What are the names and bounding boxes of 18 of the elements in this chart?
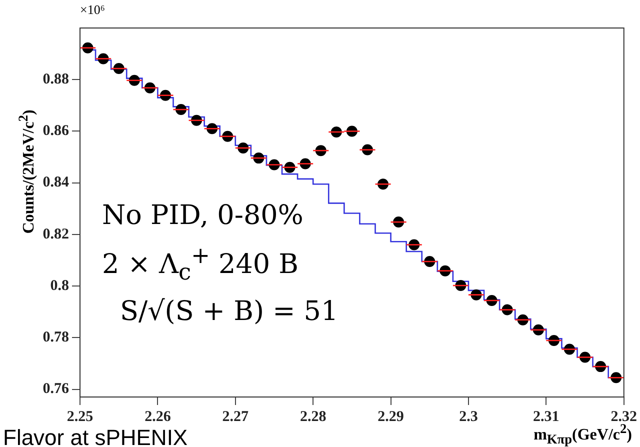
y-tick-label: 0.84 xyxy=(42,174,70,191)
x-tick-label: 2.27 xyxy=(222,408,250,425)
x-tick-label: 2.26 xyxy=(144,408,172,425)
y-tick-label: 0.86 xyxy=(42,123,70,140)
x-tick-label: 2.29 xyxy=(378,408,404,425)
y-tick-label: 0.82 xyxy=(42,226,69,242)
y-tick-label: 0.78 xyxy=(42,330,69,346)
x-tick-label: 2.25 xyxy=(66,408,94,425)
y-tick-label: 0.8 xyxy=(50,278,69,294)
text: ×10⁶ xyxy=(80,2,105,18)
annotation: No PID, 0-80% xyxy=(102,200,304,231)
x-tick-label: 2.28 xyxy=(300,408,326,425)
text: Flavor at sPHENIX xyxy=(3,425,188,447)
annotation: 2 × Λ$_{c}$$^{+}$ 240 B xyxy=(102,243,298,286)
y-tick-label: 0.88 xyxy=(42,71,69,88)
annotation: S/√(S + B) = 51 xyxy=(120,296,338,327)
y-tick-label: 0.76 xyxy=(42,381,70,398)
x-tick-label: 2.3 xyxy=(459,408,478,425)
